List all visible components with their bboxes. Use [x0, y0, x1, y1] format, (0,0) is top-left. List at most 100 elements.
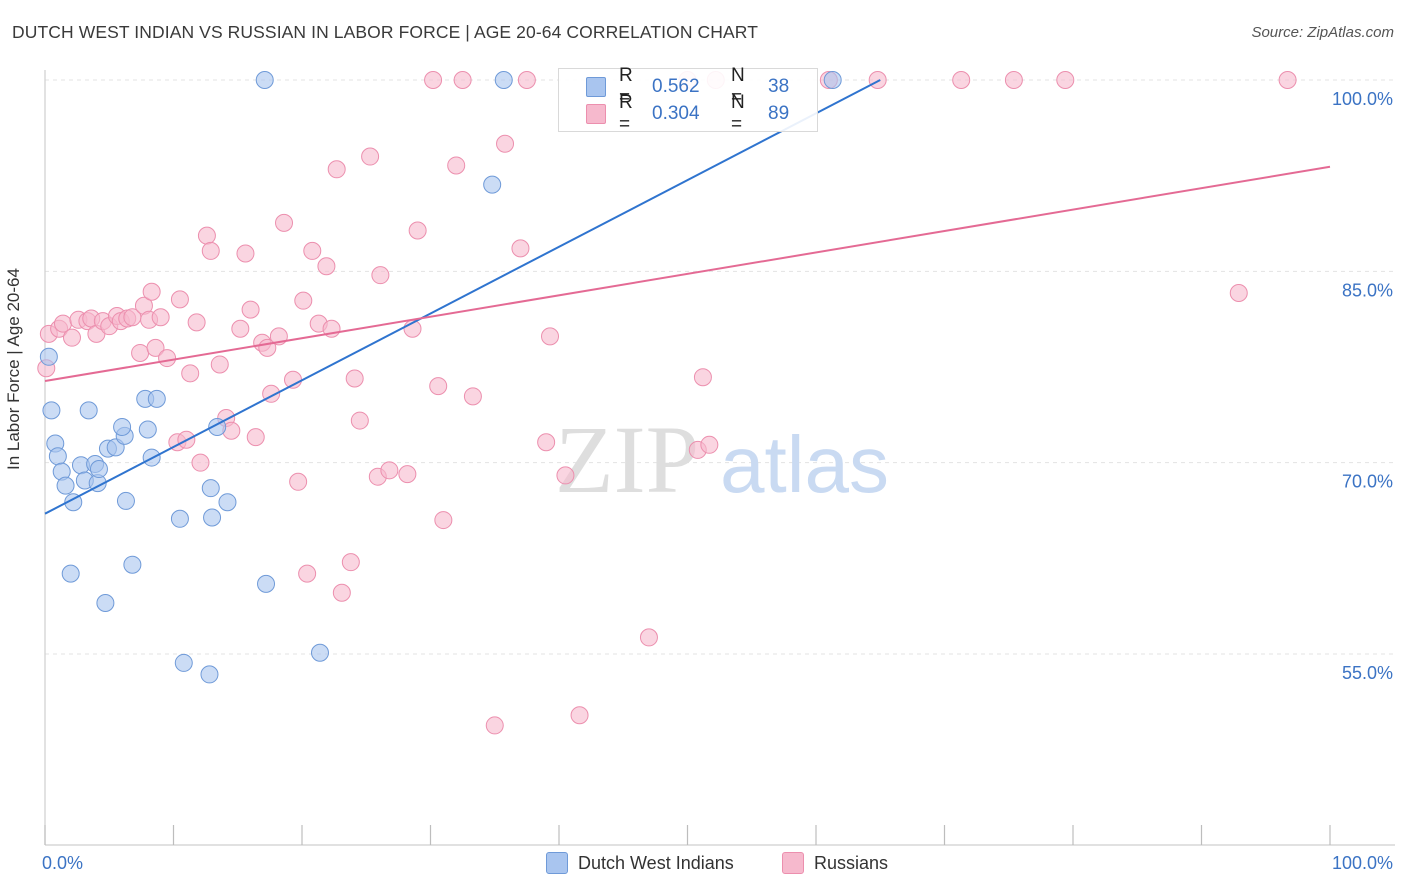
dutch-west-indian-point: [56, 476, 75, 495]
points-layer: [37, 71, 1297, 735]
russian-point: [398, 465, 417, 484]
russian-point: [210, 355, 229, 374]
russian-point: [361, 147, 380, 166]
dutch-west-indian-point: [79, 401, 98, 420]
russian-point: [327, 160, 346, 179]
russian-trendline: [44, 165, 1331, 383]
russian-point: [131, 343, 150, 362]
legend-swatch-blue: [546, 852, 568, 874]
russian-point: [197, 226, 216, 245]
russian-point: [151, 308, 170, 327]
y-tick-label: 70.0%: [1342, 472, 1393, 492]
russian-point: [447, 156, 466, 175]
russian-point: [201, 241, 220, 260]
russian-point: [62, 328, 81, 347]
x-tick-label-max: 100.0%: [1332, 853, 1393, 873]
russian-point: [341, 553, 360, 572]
russian-point: [303, 241, 322, 260]
russian-point: [332, 583, 351, 602]
russian-point: [496, 134, 515, 153]
russian-point: [246, 428, 265, 447]
y-tick-label: 55.0%: [1342, 663, 1393, 683]
russian-point: [453, 71, 472, 89]
legend-r-label: R =: [619, 92, 633, 135]
watermark-zip: ZIP: [555, 406, 699, 513]
tick-label-layer: 55.0% 70.0% 85.0% 100.0% 0.0% 100.0%: [42, 89, 1393, 873]
y-tick-label: 100.0%: [1332, 89, 1393, 109]
dutch-west-indian-point: [203, 508, 222, 527]
legend-swatch-blue: [586, 77, 606, 97]
legend-r-value: 0.562: [652, 76, 700, 97]
dutch-west-indian-point: [138, 420, 157, 439]
russian-point: [434, 511, 453, 530]
russian-point: [317, 257, 336, 276]
dutch-west-indian-point: [255, 71, 274, 89]
russian-point: [158, 349, 177, 368]
russian-point: [142, 282, 161, 301]
chart-title: DUTCH WEST INDIAN VS RUSSIAN IN LABOR FO…: [12, 22, 759, 42]
source-credit: Source: ZipAtlas.com: [1251, 24, 1394, 41]
dutch-west-indian-point: [310, 643, 329, 662]
dutch-west-indian-point: [48, 447, 67, 466]
russian-point: [639, 628, 658, 647]
russian-point: [700, 435, 719, 454]
legend-n-value: 89: [768, 103, 790, 124]
dutch-west-indian-trendline: [44, 79, 881, 515]
russian-point: [429, 377, 448, 396]
legend-n-label: N =: [731, 92, 745, 135]
russian-point: [187, 313, 206, 332]
russian-point: [371, 266, 390, 285]
russian-point: [1229, 284, 1248, 303]
russian-point: [424, 71, 443, 89]
legend-item-dutch-west-indians[interactable]: Dutch West Indians: [546, 850, 734, 876]
legend-swatch-pink: [586, 104, 606, 124]
legend-r-label: R =: [619, 65, 633, 108]
russian-point: [236, 244, 255, 263]
legend-n-value: 38: [768, 76, 790, 97]
russian-point: [408, 221, 427, 240]
y-axis-label: In Labor Force | Age 20-64: [4, 268, 23, 470]
dutch-west-indian-point: [823, 71, 842, 89]
legend-label-dutch-west-indians: Dutch West Indians: [578, 852, 734, 873]
dutch-west-indian-point: [39, 347, 58, 366]
russian-point: [1278, 71, 1297, 89]
russian-point: [1056, 71, 1075, 89]
dutch-west-indian-point: [200, 665, 219, 684]
y-tick-label: 85.0%: [1342, 280, 1393, 300]
dutch-west-indian-point: [123, 555, 142, 574]
russian-point: [517, 71, 536, 89]
russian-point: [241, 300, 260, 319]
legend-r-value: 0.304: [652, 103, 700, 124]
russian-point: [181, 364, 200, 383]
grid-layer: [45, 79, 1395, 655]
legend-n-label: N =: [731, 65, 745, 108]
legend-swatch-pink: [782, 852, 804, 874]
dutch-west-indian-point: [174, 653, 193, 672]
dutch-west-indian-point: [42, 401, 61, 420]
russian-point: [868, 71, 887, 89]
dutch-west-indian-point: [116, 491, 135, 510]
russian-point: [275, 213, 294, 232]
russian-point: [1004, 71, 1023, 89]
russian-point: [537, 433, 556, 452]
axis-layer: [44, 70, 1395, 846]
watermark-atlas: atlas: [720, 420, 889, 509]
russian-point: [294, 291, 313, 310]
dutch-west-indian-point: [201, 479, 220, 498]
russian-point: [952, 71, 971, 89]
dutch-west-indian-point: [170, 509, 189, 528]
legend-item-russians[interactable]: Russians: [782, 850, 888, 876]
dutch-west-indian-point: [96, 593, 115, 612]
watermark: ZIP atlas: [555, 406, 889, 513]
dutch-west-indian-point: [218, 493, 237, 512]
dutch-west-indian-point: [494, 71, 513, 89]
russian-point: [345, 369, 364, 388]
russian-point: [485, 716, 504, 735]
russian-point: [146, 338, 165, 357]
russian-point: [693, 368, 712, 387]
trend-layer: [44, 79, 1331, 515]
dutch-west-indian-point: [61, 564, 80, 583]
dutch-west-indian-point: [147, 389, 166, 408]
russian-point: [511, 239, 530, 258]
